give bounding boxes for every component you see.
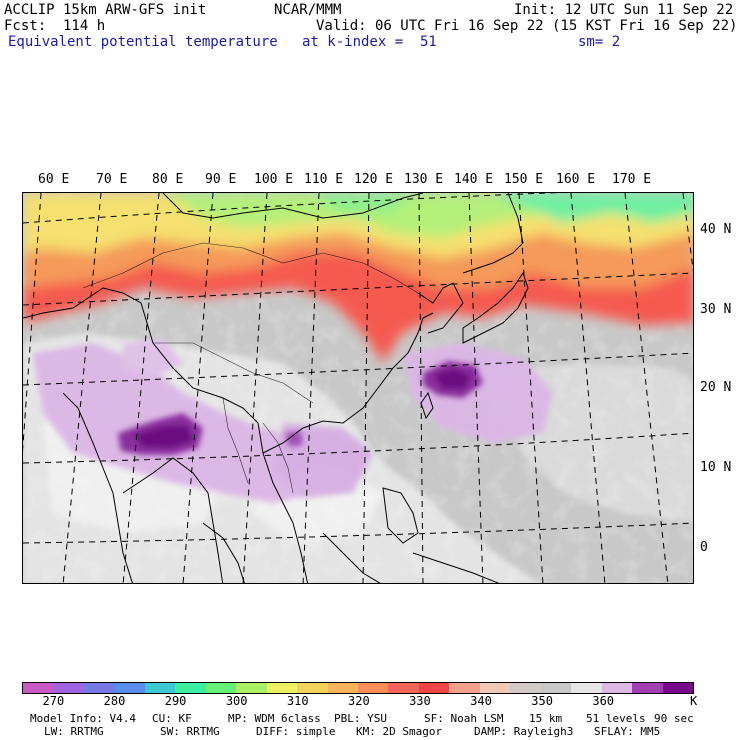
lat-label: 20 N	[700, 380, 732, 395]
colorbar-swatch	[236, 683, 267, 693]
model-title: ACCLIP 15km ARW-GFS init	[4, 2, 207, 18]
diff-scheme: DIFF: simple	[256, 725, 336, 738]
init-time: Init: 12 UTC Sun 11 Sep 22	[514, 2, 734, 18]
pbl-scheme: PBL: YSU	[334, 712, 387, 725]
lat-label: 40 N	[700, 222, 732, 237]
colorbar-swatch	[23, 683, 54, 693]
colorbar-swatch	[632, 683, 663, 693]
lon-label: 170 E	[612, 172, 652, 187]
colorbar-swatch	[297, 683, 328, 693]
north-bands	[23, 193, 693, 363]
colorbar-label: 330	[409, 694, 431, 708]
colorbar-label: 290	[164, 694, 187, 708]
institution-label: NCAR/MMM	[274, 2, 342, 18]
lon-label: 90 E	[205, 172, 237, 187]
colorbar-label: 310	[286, 694, 309, 708]
resolution: 15 km	[529, 712, 563, 725]
colorbar-swatch	[510, 683, 541, 693]
lon-label: 120 E	[354, 172, 394, 187]
theta-e-map	[22, 192, 694, 584]
forecast-hour: Fcst: 114 h	[4, 18, 106, 34]
colorbar-swatch	[662, 683, 693, 693]
coastlines	[23, 193, 529, 583]
colorbar-swatch	[266, 683, 298, 693]
lon-label: 150 E	[504, 172, 544, 187]
map-canvas	[23, 193, 693, 583]
model-info: Model Info: V4.4	[30, 712, 136, 725]
sflay-scheme: SFLAY: MM5	[594, 725, 661, 738]
colorbar-swatch	[418, 683, 450, 693]
smoothing-label: sm= 2	[578, 34, 621, 50]
lon-label: 160 E	[556, 172, 596, 187]
lat-label: 30 N	[700, 302, 732, 317]
timestep: 90 sec	[654, 712, 694, 725]
lon-label: 130 E	[404, 172, 444, 187]
colorbar-swatch	[327, 683, 358, 693]
colorbar-swatch	[53, 683, 84, 693]
colorbar-label: 340	[470, 694, 492, 708]
colorbar-swatch	[601, 683, 633, 693]
colorbar	[22, 682, 694, 694]
colorbar-swatch	[144, 683, 176, 693]
colorbar-swatch	[540, 683, 572, 693]
sw-scheme: SW: RRTMG	[160, 725, 220, 738]
mp-scheme: MP: WDM 6class	[228, 712, 321, 725]
purple-cores	[118, 361, 483, 455]
lon-label: 60 E	[38, 172, 70, 187]
colorbar-swatch	[83, 683, 115, 693]
lon-label: 110 E	[304, 172, 344, 187]
colorbar-label: 280	[103, 694, 126, 708]
colorbar-swatch	[357, 683, 389, 693]
colorbar-label: 300	[225, 694, 248, 708]
lat-label: 0	[700, 540, 708, 555]
colorbar-label: 270	[42, 694, 65, 708]
km-scheme: KM: 2D Smagor	[356, 725, 443, 738]
damp-scheme: DAMP: Rayleigh3	[474, 725, 574, 738]
colorbar-label: 350	[531, 694, 553, 708]
lw-scheme: LW: RRTMG	[44, 725, 104, 738]
lon-label: 70 E	[96, 172, 128, 187]
colorbar-swatch	[388, 683, 419, 693]
borders	[82, 242, 419, 494]
field-name: Equivalent potential temperature	[8, 34, 278, 50]
colorbar-unit: K	[690, 694, 698, 708]
colorbar-swatch	[571, 683, 602, 693]
colorbar-swatch	[479, 683, 511, 693]
colorbar-swatch	[114, 683, 145, 693]
lon-label: 100 E	[254, 172, 294, 187]
valid-time: Valid: 06 UTC Fri 16 Sep 22 (15 KST Fri …	[316, 18, 738, 34]
colorbar-swatch	[205, 683, 237, 693]
cu-scheme: CU: KF	[152, 712, 192, 725]
lat-label: 10 N	[700, 460, 732, 475]
level-index: at k-index = 51	[302, 34, 437, 50]
sf-scheme: SF: Noah LSM	[424, 712, 504, 725]
levels: 51 levels	[586, 712, 646, 725]
colorbar-swatch	[175, 683, 206, 693]
lon-label: 140 E	[454, 172, 494, 187]
colorbar-swatch	[449, 683, 480, 693]
lon-label: 80 E	[152, 172, 184, 187]
colorbar-label: 360	[592, 694, 615, 708]
graticule	[23, 193, 693, 583]
colorbar-label: 320	[348, 694, 370, 708]
